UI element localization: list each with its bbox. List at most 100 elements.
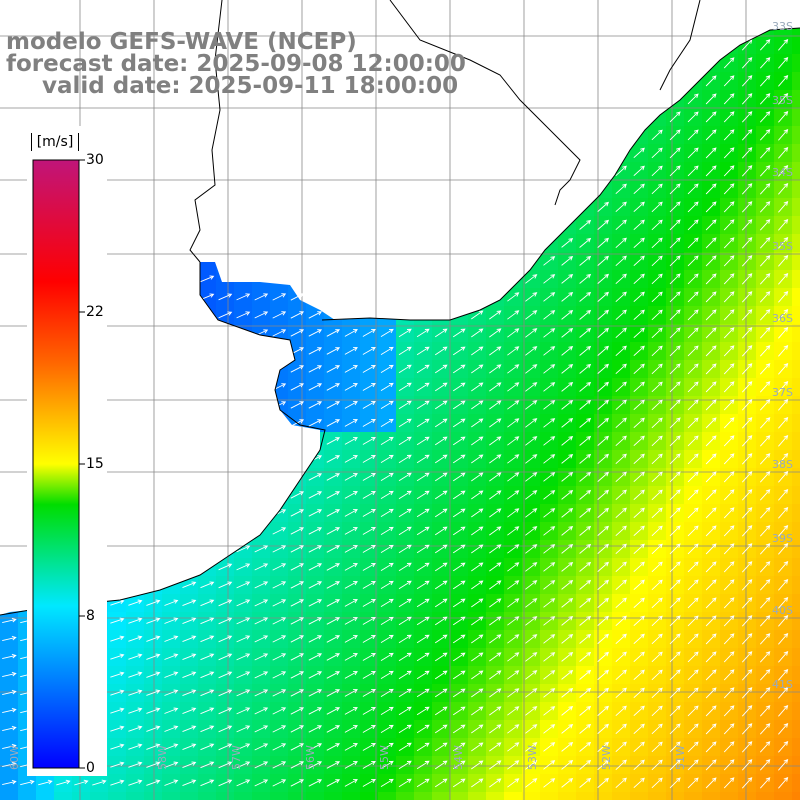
wind-arrow — [561, 580, 574, 590]
speed-cell — [774, 702, 793, 721]
wind-arrow — [778, 560, 789, 573]
speed-cell — [432, 774, 451, 793]
speed-cell — [450, 630, 469, 649]
wind-arrow — [741, 273, 753, 285]
wind-arrow — [290, 581, 305, 589]
speed-cell — [738, 108, 757, 127]
wind-arrow — [254, 653, 269, 661]
speed-cell — [576, 486, 595, 505]
speed-cell — [648, 702, 667, 721]
speed-cell — [360, 630, 379, 649]
wind-arrow — [452, 634, 466, 644]
speed-cell — [702, 306, 721, 325]
wind-arrow — [723, 93, 735, 105]
wind-arrow — [597, 543, 610, 554]
speed-cell — [630, 180, 649, 199]
wind-arrow — [778, 524, 789, 537]
wind-arrow — [651, 147, 663, 159]
speed-cell — [324, 774, 343, 793]
speed-cell — [630, 720, 649, 739]
wind-arrow — [759, 57, 771, 69]
wind-arrow — [326, 329, 341, 337]
wind-arrow — [164, 599, 179, 606]
wind-arrow — [615, 165, 627, 177]
wind-arrow — [615, 201, 627, 213]
wind-arrow — [669, 345, 681, 357]
speed-cell — [702, 414, 721, 433]
wind-arrow — [471, 760, 484, 770]
speed-cell — [792, 504, 800, 523]
speed-cell — [738, 612, 757, 631]
speed-cell — [666, 252, 685, 271]
wind-arrow — [615, 399, 627, 411]
speed-cell — [522, 666, 541, 685]
wind-arrow — [200, 599, 215, 607]
wind-arrow — [272, 545, 287, 553]
speed-cell — [684, 414, 703, 433]
wind-arrow — [597, 777, 610, 788]
wind-arrow — [344, 545, 358, 553]
speed-cell — [234, 702, 253, 721]
speed-cell — [324, 522, 343, 541]
wind-arrow — [651, 255, 663, 267]
speed-cell — [522, 504, 541, 523]
wind-arrow — [525, 760, 538, 770]
wind-arrow — [615, 651, 627, 663]
wind-arrow — [579, 381, 592, 392]
speed-cell — [558, 648, 577, 667]
speed-cell — [684, 468, 703, 487]
speed-cell — [342, 774, 361, 793]
wind-arrow — [579, 669, 592, 680]
speed-cell — [630, 630, 649, 649]
wind-arrow — [705, 165, 717, 177]
wind-arrow — [128, 617, 143, 624]
speed-cell — [792, 486, 800, 505]
lat-label: 37S — [772, 386, 793, 399]
wind-arrow — [759, 309, 771, 321]
wind-arrow — [669, 111, 681, 123]
lat-label: 39S — [772, 532, 793, 545]
wind-arrow — [452, 418, 466, 428]
speed-cell — [108, 720, 127, 739]
wind-arrow — [416, 328, 430, 338]
wind-arrow — [362, 671, 376, 679]
speed-cell — [756, 36, 775, 55]
wind-arrow — [416, 652, 430, 662]
wind-arrow — [434, 544, 448, 554]
speed-cell — [504, 450, 523, 469]
wind-arrow — [759, 471, 771, 483]
wind-arrow — [543, 346, 556, 356]
wind-arrow — [651, 165, 663, 177]
speed-cell — [216, 666, 235, 685]
speed-cell — [414, 720, 433, 739]
speed-cell — [306, 396, 325, 415]
speed-cell — [630, 252, 649, 271]
wind-arrow — [669, 327, 681, 339]
wind-arrow — [380, 760, 394, 769]
wind-arrow — [633, 759, 645, 771]
speed-cell — [360, 612, 379, 631]
wind-arrow — [290, 725, 305, 733]
speed-cell — [594, 630, 613, 649]
wind-arrow — [597, 705, 610, 716]
speed-cell — [792, 216, 800, 235]
wind-arrow — [669, 543, 681, 555]
speed-cell — [126, 792, 145, 804]
speed-cell — [0, 630, 19, 649]
wind-arrow — [254, 293, 269, 301]
speed-cell — [558, 450, 577, 469]
wind-arrow — [741, 579, 753, 591]
wind-arrow — [344, 581, 358, 589]
speed-cell — [612, 414, 631, 433]
speed-cell — [612, 486, 631, 505]
wind-arrow — [290, 401, 305, 409]
speed-cell — [648, 576, 667, 595]
speed-cell — [738, 234, 757, 253]
wind-arrow — [525, 418, 538, 428]
wind-arrow — [561, 364, 574, 374]
wind-arrow — [705, 561, 717, 573]
speed-cell — [774, 576, 793, 595]
wind-arrow — [471, 454, 484, 464]
wind-arrow — [687, 183, 699, 195]
speed-cell — [666, 558, 685, 577]
